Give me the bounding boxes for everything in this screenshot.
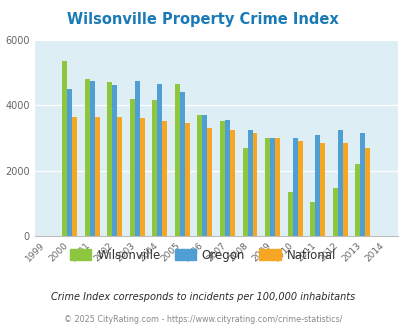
Bar bbox=[157, 84, 162, 236]
Bar bbox=[94, 116, 99, 236]
Legend: Wilsonville, Oregon, National: Wilsonville, Oregon, National bbox=[65, 244, 340, 266]
Bar bbox=[269, 138, 275, 236]
Bar bbox=[360, 133, 364, 236]
Bar bbox=[220, 121, 224, 236]
Bar bbox=[364, 148, 369, 236]
Bar bbox=[197, 115, 202, 236]
Bar bbox=[184, 123, 189, 236]
Bar bbox=[62, 61, 67, 236]
Bar bbox=[309, 202, 315, 236]
Bar bbox=[84, 79, 90, 236]
Bar bbox=[202, 115, 207, 236]
Bar bbox=[332, 188, 337, 236]
Bar bbox=[107, 82, 112, 236]
Text: Wilsonville Property Crime Index: Wilsonville Property Crime Index bbox=[67, 12, 338, 26]
Bar bbox=[152, 100, 157, 236]
Bar bbox=[292, 138, 297, 236]
Bar bbox=[117, 116, 122, 236]
Bar bbox=[67, 89, 72, 236]
Bar bbox=[242, 148, 247, 236]
Bar bbox=[112, 85, 117, 236]
Bar bbox=[247, 130, 252, 236]
Bar bbox=[130, 99, 134, 236]
Bar bbox=[139, 118, 144, 236]
Bar bbox=[342, 143, 347, 236]
Bar bbox=[264, 138, 269, 236]
Bar bbox=[287, 192, 292, 236]
Bar bbox=[72, 116, 77, 236]
Bar bbox=[320, 143, 324, 236]
Bar bbox=[252, 133, 257, 236]
Bar bbox=[175, 84, 179, 236]
Bar bbox=[337, 130, 342, 236]
Text: Crime Index corresponds to incidents per 100,000 inhabitants: Crime Index corresponds to incidents per… bbox=[51, 292, 354, 302]
Bar bbox=[224, 120, 229, 236]
Text: © 2025 CityRating.com - https://www.cityrating.com/crime-statistics/: © 2025 CityRating.com - https://www.city… bbox=[64, 315, 341, 324]
Bar bbox=[162, 121, 167, 236]
Bar bbox=[134, 81, 139, 236]
Bar bbox=[90, 81, 94, 236]
Bar bbox=[354, 164, 360, 236]
Bar bbox=[275, 138, 279, 236]
Bar bbox=[179, 92, 184, 236]
Bar bbox=[229, 130, 234, 236]
Bar bbox=[315, 135, 320, 236]
Bar bbox=[207, 128, 212, 236]
Bar bbox=[297, 141, 302, 236]
